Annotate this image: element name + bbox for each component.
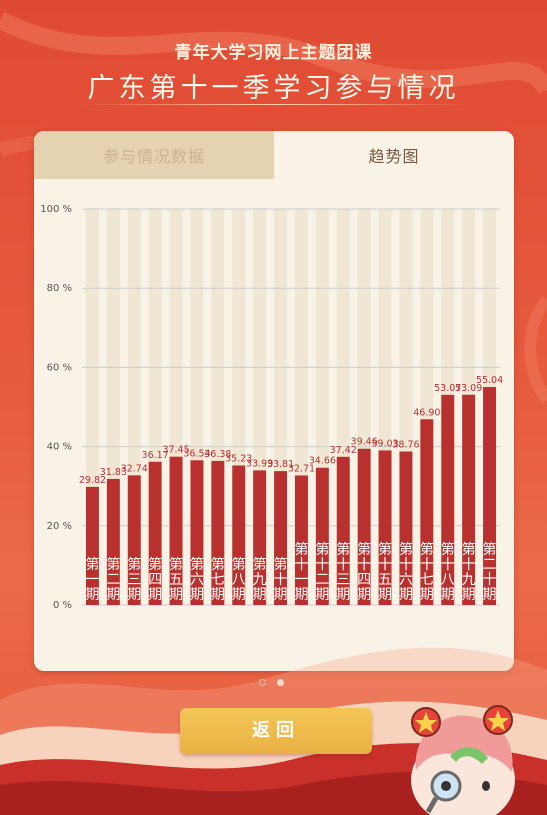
value-label: 36.17	[142, 450, 169, 461]
y-tick-label: 60 %	[47, 362, 72, 373]
category-label: 第四期	[148, 556, 162, 603]
pager-dots	[259, 679, 291, 689]
back-button[interactable]: 返回	[180, 708, 372, 754]
value-label: 37.42	[330, 445, 357, 456]
bar	[253, 470, 267, 605]
y-tick-label: 80 %	[47, 283, 72, 294]
category-label: 第六期	[190, 556, 204, 603]
bar	[336, 456, 350, 605]
category-label: 第十二期	[315, 541, 329, 603]
bar	[357, 448, 371, 605]
bar	[232, 465, 246, 605]
trend-bar-chart: 100 % 80 % 60 % 40 % 20 % 0 % 29.82 第一期 31.83 第二期…	[40, 204, 503, 611]
value-label: 39.03	[371, 438, 398, 449]
value-label: 36.38	[204, 449, 231, 460]
pager-dot-1[interactable]	[259, 679, 266, 686]
y-tick-label: 0 %	[53, 600, 72, 611]
category-label: 第九期	[253, 556, 267, 603]
value-label: 29.82	[79, 475, 106, 486]
category-label: 第十八期	[441, 541, 455, 603]
bar	[399, 451, 413, 605]
category-label: 第十期	[274, 556, 288, 603]
title-divider	[80, 104, 467, 105]
bar	[294, 475, 308, 605]
value-label: 53.09	[455, 383, 482, 394]
value-label: 32.71	[288, 463, 315, 474]
category-label: 第一期	[85, 556, 99, 603]
bar	[274, 471, 288, 605]
bar	[315, 467, 329, 605]
y-tick-label: 20 %	[47, 521, 72, 532]
category-label: 第十七期	[420, 541, 434, 603]
tab-trend-chart[interactable]: 趋势图	[274, 131, 514, 179]
category-label: 第十五期	[378, 541, 392, 603]
y-tick-label: 40 %	[47, 442, 72, 453]
mascot-icon	[411, 705, 515, 815]
category-label: 第十四期	[357, 541, 371, 603]
category-label: 第十六期	[399, 541, 413, 603]
category-label: 第三期	[127, 556, 141, 603]
category-label: 第十三期	[336, 541, 350, 603]
y-tick-label: 100 %	[40, 204, 72, 215]
bar	[127, 475, 141, 605]
category-label: 第五期	[169, 556, 183, 603]
bar	[148, 461, 162, 605]
value-label: 35.23	[225, 453, 252, 464]
bar	[85, 486, 99, 605]
category-label: 第十一期	[294, 541, 308, 603]
bar	[169, 456, 183, 605]
category-label: 第二十期	[483, 541, 497, 603]
bar	[190, 460, 204, 605]
bar	[420, 419, 434, 605]
category-label: 第二期	[106, 556, 120, 603]
value-label: 53.07	[434, 383, 461, 394]
value-label: 55.04	[476, 375, 503, 386]
value-label: 33.81	[267, 459, 294, 470]
page-subtitle: 青年大学习网上主题团课	[174, 43, 373, 63]
category-label: 第七期	[211, 556, 225, 603]
category-label: 第十九期	[462, 541, 476, 603]
value-label: 46.90	[413, 407, 440, 418]
bar	[483, 387, 497, 605]
pager-dot-2-active[interactable]	[277, 679, 284, 686]
page-title: 广东第十一季学习参与情况	[87, 73, 460, 104]
bar	[378, 450, 392, 605]
tab-participation-data[interactable]: 参与情况数据	[34, 131, 274, 179]
bar	[441, 394, 455, 605]
stats-panel: 参与情况数据 趋势图 100 % 80 % 60 % 40 % 20 % 0 % 29.82…	[34, 131, 514, 671]
value-label: 32.74	[121, 463, 148, 474]
bar	[211, 460, 225, 605]
value-label: 33.99	[246, 458, 273, 469]
value-label: 31.83	[100, 467, 127, 478]
value-label: 38.76	[392, 440, 419, 451]
value-label: 36.54	[183, 448, 210, 459]
bar	[462, 394, 476, 605]
value-label: 37.45	[162, 445, 189, 456]
category-label: 第八期	[232, 556, 246, 603]
value-label: 34.66	[309, 456, 336, 467]
bar	[106, 478, 120, 605]
value-label: 39.46	[351, 437, 378, 448]
